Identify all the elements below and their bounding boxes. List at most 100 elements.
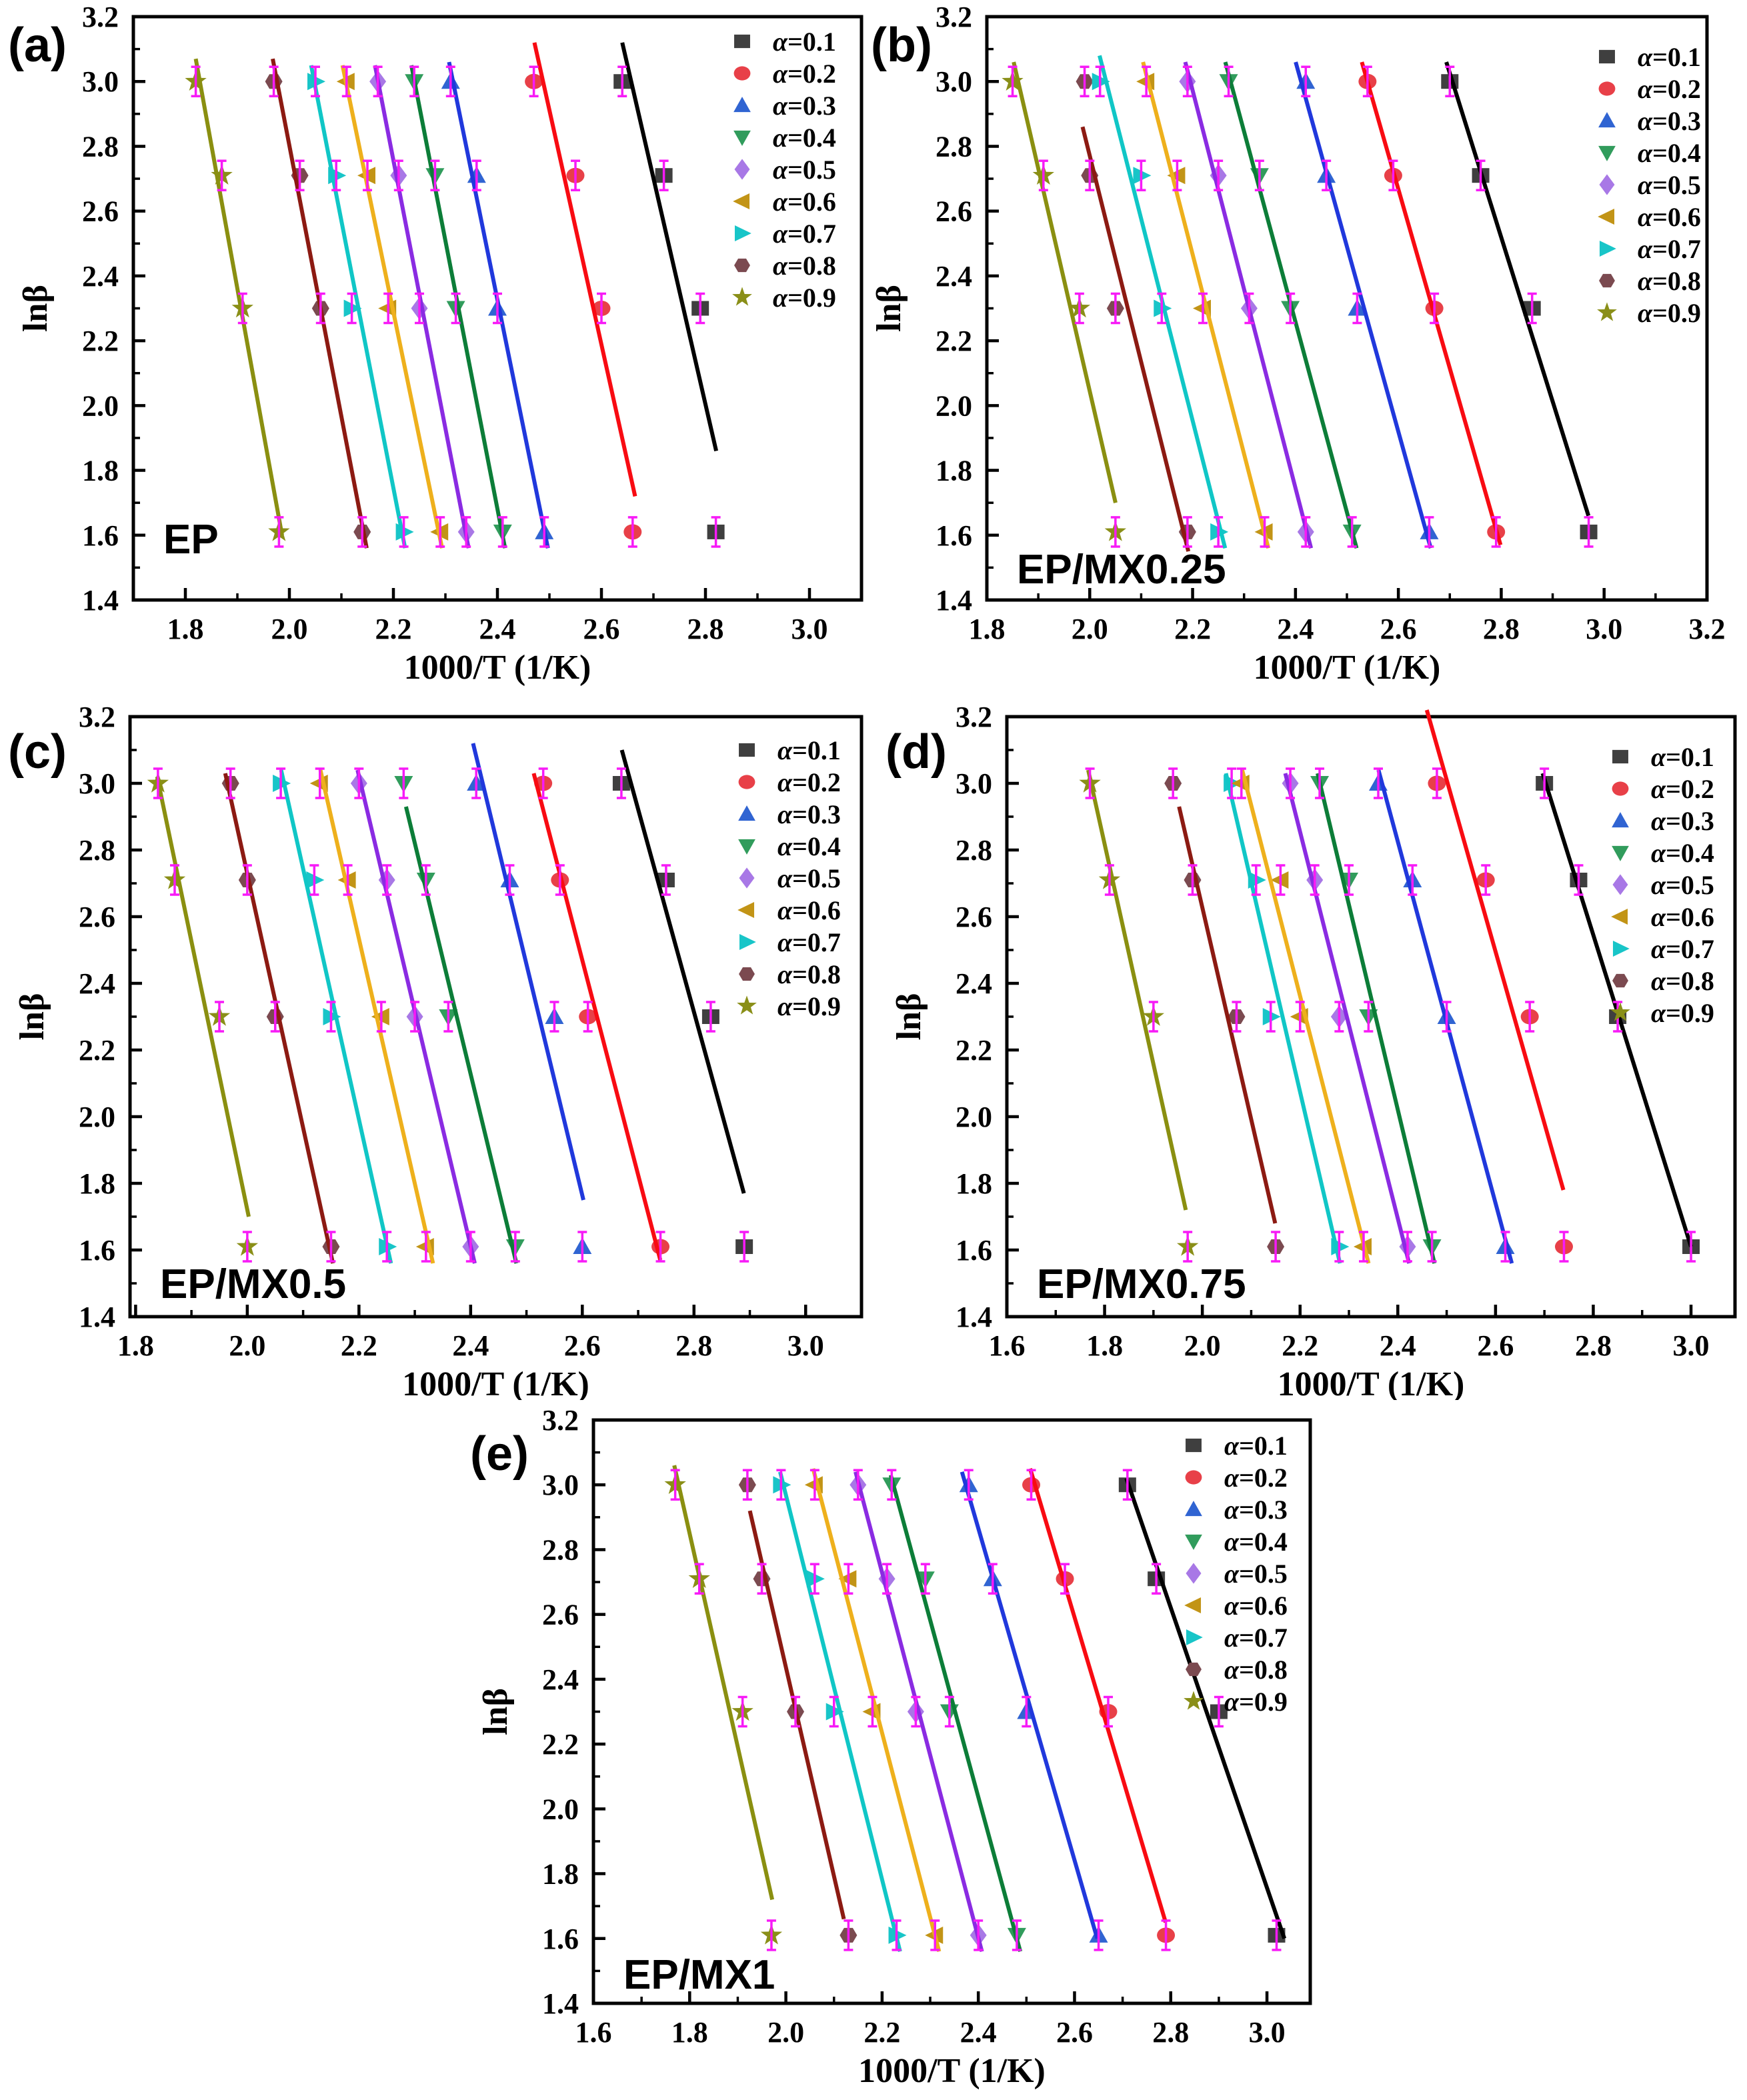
error-bar	[1142, 65, 1152, 97]
error-bar	[1527, 292, 1537, 325]
error-bar	[1286, 767, 1296, 799]
y-axis-title: lnβ	[870, 285, 908, 332]
fit-line	[1080, 126, 1191, 552]
error-bar	[347, 292, 357, 325]
x-tick-label: 2.8	[1483, 613, 1520, 645]
error-bar	[1038, 159, 1048, 191]
legend-label: α=0.3	[1638, 106, 1701, 136]
circle-marker	[1612, 781, 1629, 796]
panel-c-chart: 1.8 2.0 2.2 2.4 2.6 2.8 3.0 1.4 1.6 1.8 2.0 2.2 2.4 2…	[8, 701, 863, 1400]
error-bar	[451, 292, 461, 325]
error-bar	[1584, 516, 1594, 548]
x-tick-label: 2.2	[341, 1329, 377, 1362]
y-tick-label: 2.8	[542, 1533, 579, 1566]
circle-marker	[1598, 81, 1616, 96]
error-bar	[471, 159, 481, 191]
error-bar	[1060, 1563, 1070, 1595]
legend-label: α=0.3	[1224, 1495, 1288, 1525]
error-bar	[1344, 864, 1354, 896]
legend-label: α=0.5	[777, 863, 841, 893]
y-tick-label: 1.6	[542, 1923, 579, 1955]
error-bar	[739, 1231, 749, 1263]
legend-label: α=0.6	[1224, 1591, 1288, 1621]
error-bar	[465, 1231, 475, 1263]
legend: α=0.1α=0.2α=0.3α=0.4α=0.5α=0.6α=0.7α=0.8…	[1184, 1431, 1288, 1717]
error-bar	[867, 1695, 878, 1728]
legend-label: α=0.2	[777, 767, 841, 797]
triangle-left-marker	[733, 193, 750, 209]
error-bar	[1272, 1919, 1282, 1951]
y-tick-label: 2.8	[82, 130, 119, 163]
x-tick-label: 1.8	[1086, 1329, 1123, 1362]
error-bar	[539, 516, 549, 548]
diamond-marker	[734, 159, 750, 180]
error-bar	[274, 516, 284, 548]
ticks	[1005, 715, 1693, 1319]
series-alpha-0.5	[849, 1469, 987, 1952]
series-alpha-0.2	[525, 42, 642, 548]
legend-label: α=0.2	[1224, 1463, 1288, 1493]
legend-label: α=0.3	[1651, 806, 1714, 836]
error-bar	[1103, 1695, 1113, 1728]
triangle-right-marker	[1186, 1629, 1203, 1645]
legend-label: α=0.6	[1651, 902, 1714, 932]
fit-line	[1294, 61, 1433, 549]
y-tick-label: 1.4	[956, 1301, 992, 1333]
y-tick-label: 1.8	[956, 1167, 992, 1200]
legend-label: α=0.5	[773, 155, 836, 185]
fit-line	[471, 743, 585, 1201]
error-bar	[809, 1469, 819, 1501]
legend-label: α=0.7	[1638, 234, 1701, 264]
error-bar	[1260, 516, 1270, 548]
triangle-left-marker	[737, 902, 755, 918]
error-bar	[964, 1469, 974, 1501]
error-bar	[1427, 1231, 1437, 1263]
axes: 1.8 2.0 2.2 2.4 2.6 2.8 3.0 3.2 1.4 1.6 1.8 2.0 2.2 2…	[936, 1, 1726, 645]
error-bar	[443, 1001, 453, 1033]
legend-label: α=0.4	[1224, 1527, 1288, 1557]
fit-line	[1177, 806, 1278, 1224]
panel-letter: (e)	[470, 1427, 529, 1481]
legend-label: α=0.4	[1651, 838, 1714, 868]
error-bar	[1198, 292, 1208, 325]
series-alpha-0.3	[1368, 767, 1515, 1264]
error-bar	[1334, 1231, 1344, 1263]
y-tick-label: 3.0	[82, 65, 119, 98]
sample-label: EP	[163, 517, 219, 563]
error-bar	[1402, 1231, 1412, 1263]
legend-label: α=0.5	[1651, 870, 1714, 900]
error-bar	[326, 1231, 336, 1263]
x-tick-label: 2.8	[675, 1329, 712, 1362]
error-bar	[853, 1469, 863, 1501]
legend-label: α=0.4	[773, 123, 836, 153]
error-bar	[341, 65, 351, 97]
series-alpha-0.6	[309, 767, 435, 1264]
y-tick-label: 2.6	[82, 195, 119, 228]
x-tick-label: 1.6	[575, 2016, 612, 2049]
error-bar	[461, 516, 471, 548]
triangle-right-marker	[1612, 941, 1630, 957]
fit-line	[532, 42, 637, 497]
y-tick-label: 3.2	[936, 1, 972, 33]
legend: α=0.1α=0.2α=0.3α=0.4α=0.5α=0.6α=0.7α=0.8…	[1610, 742, 1714, 1028]
hexagon-marker	[734, 258, 750, 273]
error-bar	[1214, 159, 1224, 191]
x-tick-label: 2.0	[767, 2016, 804, 2049]
y-tick-label: 2.0	[936, 389, 972, 422]
series-alpha-0.4	[1310, 767, 1442, 1264]
fit-line	[403, 806, 519, 1264]
error-bar	[191, 65, 201, 97]
error-bar	[1362, 65, 1372, 97]
axes: 1.8 2.0 2.2 2.4 2.6 2.8 3.0 1.4 1.6 1.8 2.0 2.2 2.4 2…	[82, 1, 863, 645]
y-tick-label: 3.2	[82, 1, 119, 33]
legend-label: α=0.7	[1651, 934, 1714, 964]
legend-label: α=0.9	[1651, 998, 1714, 1028]
error-bar	[1347, 516, 1357, 548]
series-alpha-0.1	[1118, 1469, 1287, 1951]
square-marker	[1186, 1438, 1202, 1453]
fit-line	[1086, 769, 1188, 1211]
diamond-marker	[739, 867, 755, 889]
fit-line	[778, 1471, 902, 1952]
error-bar	[695, 292, 705, 325]
y-axis-title: lnβ	[13, 993, 51, 1041]
